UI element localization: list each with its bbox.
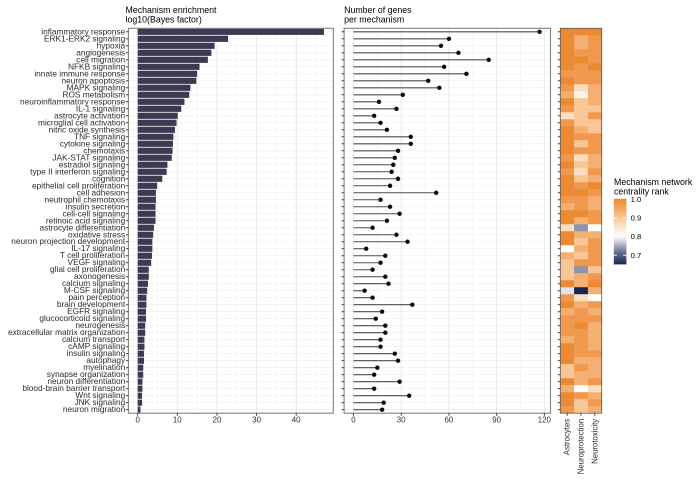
- svg-text:Neurotoxicity: Neurotoxicity: [590, 419, 599, 464]
- svg-text:0: 0: [136, 416, 141, 425]
- svg-text:brain development: brain development: [57, 299, 126, 309]
- svg-text:per mechanism: per mechanism: [344, 14, 404, 24]
- svg-text:0.9: 0.9: [631, 214, 642, 223]
- svg-text:NFKB signaling: NFKB signaling: [68, 61, 126, 71]
- svg-text:Mechanism network: Mechanism network: [614, 177, 693, 187]
- svg-text:angiogenesis: angiogenesis: [76, 47, 125, 57]
- svg-text:autophagy: autophagy: [86, 355, 126, 365]
- svg-text:microglial cell activation: microglial cell activation: [38, 117, 126, 127]
- svg-text:astrocyte activation: astrocyte activation: [54, 110, 125, 120]
- svg-text:neuron projection development: neuron projection development: [11, 236, 126, 246]
- svg-text:hypoxia: hypoxia: [97, 40, 126, 50]
- svg-text:extracellular matrix organizat: extracellular matrix organization: [8, 327, 126, 337]
- svg-text:myelination: myelination: [83, 362, 125, 372]
- svg-text:pain perception: pain perception: [68, 292, 125, 302]
- svg-text:cognition: cognition: [92, 173, 126, 183]
- svg-text:cell adhesion: cell adhesion: [77, 187, 126, 197]
- svg-text:ROS metabolism: ROS metabolism: [62, 89, 125, 99]
- svg-text:glial cell proliferation: glial cell proliferation: [50, 264, 126, 274]
- svg-text:Neuroprotection: Neuroprotection: [577, 419, 586, 474]
- svg-text:log10(Bayes factor): log10(Bayes factor): [126, 14, 202, 24]
- svg-text:0: 0: [351, 416, 356, 425]
- svg-text:neuroinflammatory response: neuroinflammatory response: [20, 96, 126, 106]
- svg-text:calcium transport: calcium transport: [62, 334, 126, 344]
- svg-text:M-CSF signaling: M-CSF signaling: [64, 285, 126, 295]
- svg-text:insulin secretion: insulin secretion: [66, 201, 126, 211]
- svg-text:oxidative stress: oxidative stress: [68, 229, 125, 239]
- svg-text:estradiol signaling: estradiol signaling: [59, 159, 126, 169]
- svg-text:Mechanism enrichment: Mechanism enrichment: [126, 5, 217, 15]
- svg-text:T cell proliferation: T cell proliferation: [60, 250, 126, 260]
- svg-text:120: 120: [538, 416, 552, 425]
- svg-text:JAK-STAT signaling: JAK-STAT signaling: [52, 152, 125, 162]
- svg-text:VEGF signaling: VEGF signaling: [68, 257, 126, 267]
- svg-text:type II interferon signaling: type II interferon signaling: [30, 166, 125, 176]
- svg-text:cAMP signaling: cAMP signaling: [68, 341, 125, 351]
- svg-text:0.7: 0.7: [631, 251, 642, 260]
- svg-text:calcium signaling: calcium signaling: [62, 278, 126, 288]
- svg-text:synapse organization: synapse organization: [47, 369, 126, 379]
- svg-text:60: 60: [445, 416, 454, 425]
- svg-text:IL-1 signaling: IL-1 signaling: [76, 103, 126, 113]
- svg-text:nitric oxide synthesis: nitric oxide synthesis: [49, 124, 126, 134]
- svg-text:30: 30: [252, 416, 261, 425]
- svg-text:Wnt signaling: Wnt signaling: [75, 390, 125, 400]
- svg-text:MAPK signaling: MAPK signaling: [67, 82, 126, 92]
- svg-text:glucocorticoid signaling: glucocorticoid signaling: [39, 313, 125, 323]
- svg-text:epithelial cell proliferation: epithelial cell proliferation: [32, 180, 126, 190]
- svg-text:IL-17 signaling: IL-17 signaling: [71, 243, 125, 253]
- svg-text:1.0: 1.0: [631, 195, 642, 204]
- svg-text:blood-brain barrier transport: blood-brain barrier transport: [22, 383, 126, 393]
- svg-text:JNK signaling: JNK signaling: [74, 397, 125, 407]
- svg-text:neurogenesis: neurogenesis: [75, 320, 125, 330]
- svg-text:cell-cell signaling: cell-cell signaling: [62, 208, 125, 218]
- svg-text:cell migration: cell migration: [76, 54, 125, 64]
- svg-text:20: 20: [213, 416, 222, 425]
- svg-text:TNF signaling: TNF signaling: [74, 131, 126, 141]
- svg-text:inflammatory response: inflammatory response: [41, 26, 125, 36]
- svg-text:Number of genes: Number of genes: [344, 5, 412, 15]
- svg-text:neuron migration: neuron migration: [63, 404, 126, 414]
- svg-text:neutrophil chemotaxis: neutrophil chemotaxis: [44, 194, 125, 204]
- svg-text:chemotaxis: chemotaxis: [83, 145, 125, 155]
- svg-text:axonogenesis: axonogenesis: [74, 271, 125, 281]
- svg-text:neuron apoptosis: neuron apoptosis: [62, 75, 126, 85]
- svg-text:90: 90: [492, 416, 501, 425]
- svg-text:retinoic acid signaling: retinoic acid signaling: [46, 215, 126, 225]
- svg-text:10: 10: [173, 416, 182, 425]
- svg-text:30: 30: [397, 416, 406, 425]
- svg-text:neuron differentiation: neuron differentiation: [47, 376, 125, 386]
- svg-text:0.8: 0.8: [631, 232, 642, 241]
- svg-text:innate immune response: innate immune response: [34, 68, 125, 78]
- svg-text:EGFR signaling: EGFR signaling: [67, 306, 125, 316]
- svg-text:astrocyte differentiation: astrocyte differentiation: [40, 222, 126, 232]
- svg-text:ERK1-ERK2 signaling: ERK1-ERK2 signaling: [44, 33, 126, 43]
- svg-text:insulin signaling: insulin signaling: [67, 348, 126, 358]
- svg-text:Astrocytes: Astrocytes: [563, 419, 572, 455]
- svg-text:40: 40: [292, 416, 301, 425]
- svg-text:cytokine signaling: cytokine signaling: [60, 138, 126, 148]
- svg-text:centrality rank: centrality rank: [614, 186, 669, 196]
